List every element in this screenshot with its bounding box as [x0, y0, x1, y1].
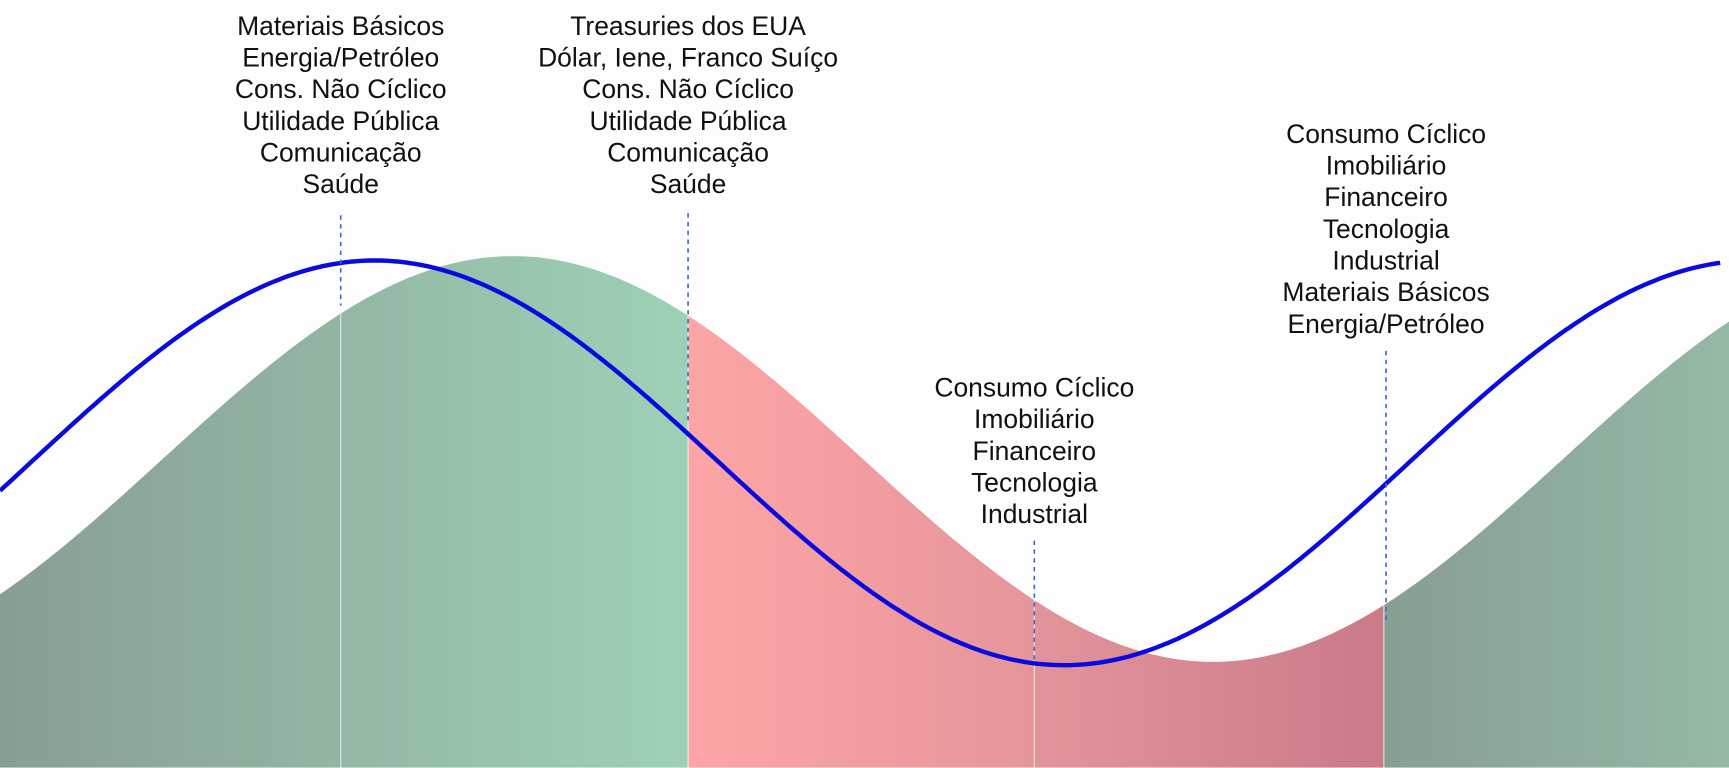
- sector-label: Cons. Não Cíclico: [582, 74, 794, 104]
- sector-label: Dólar, Iene, Franco Suíço: [538, 42, 838, 72]
- sector-label: Energia/Petróleo: [1288, 309, 1485, 339]
- sector-label: Energia/Petróleo: [242, 42, 439, 72]
- sector-label: Cons. Não Cíclico: [235, 74, 447, 104]
- sector-label: Imobiliário: [974, 404, 1095, 434]
- sector-label: Treasuries dos EUA: [570, 11, 806, 41]
- sector-label: Comunicação: [260, 137, 422, 167]
- sector-label: Saúde: [302, 169, 379, 199]
- sector-label: Comunicação: [607, 137, 769, 167]
- sector-label: Utilidade Pública: [242, 106, 439, 136]
- sector-label: Consumo Cíclico: [1286, 119, 1486, 149]
- sector-label: Materiais Básicos: [1282, 277, 1489, 307]
- sector-label: Saúde: [650, 169, 727, 199]
- sector-label: Imobiliário: [1326, 151, 1447, 181]
- phase-2: [340, 256, 689, 768]
- sector-label: Industrial: [1332, 245, 1439, 275]
- sector-label: Materiais Básicos: [237, 11, 444, 41]
- sector-label: Consumo Cíclico: [934, 372, 1134, 402]
- sector-label: Financeiro: [973, 436, 1097, 466]
- sector-label: Financeiro: [1324, 182, 1448, 212]
- sector-label: Tecnologia: [1323, 214, 1450, 244]
- sector-label: Tecnologia: [971, 467, 1098, 497]
- sector-label: Utilidade Pública: [590, 106, 787, 136]
- sector-label: Industrial: [981, 499, 1088, 529]
- economy-curve: [0, 258, 1721, 668]
